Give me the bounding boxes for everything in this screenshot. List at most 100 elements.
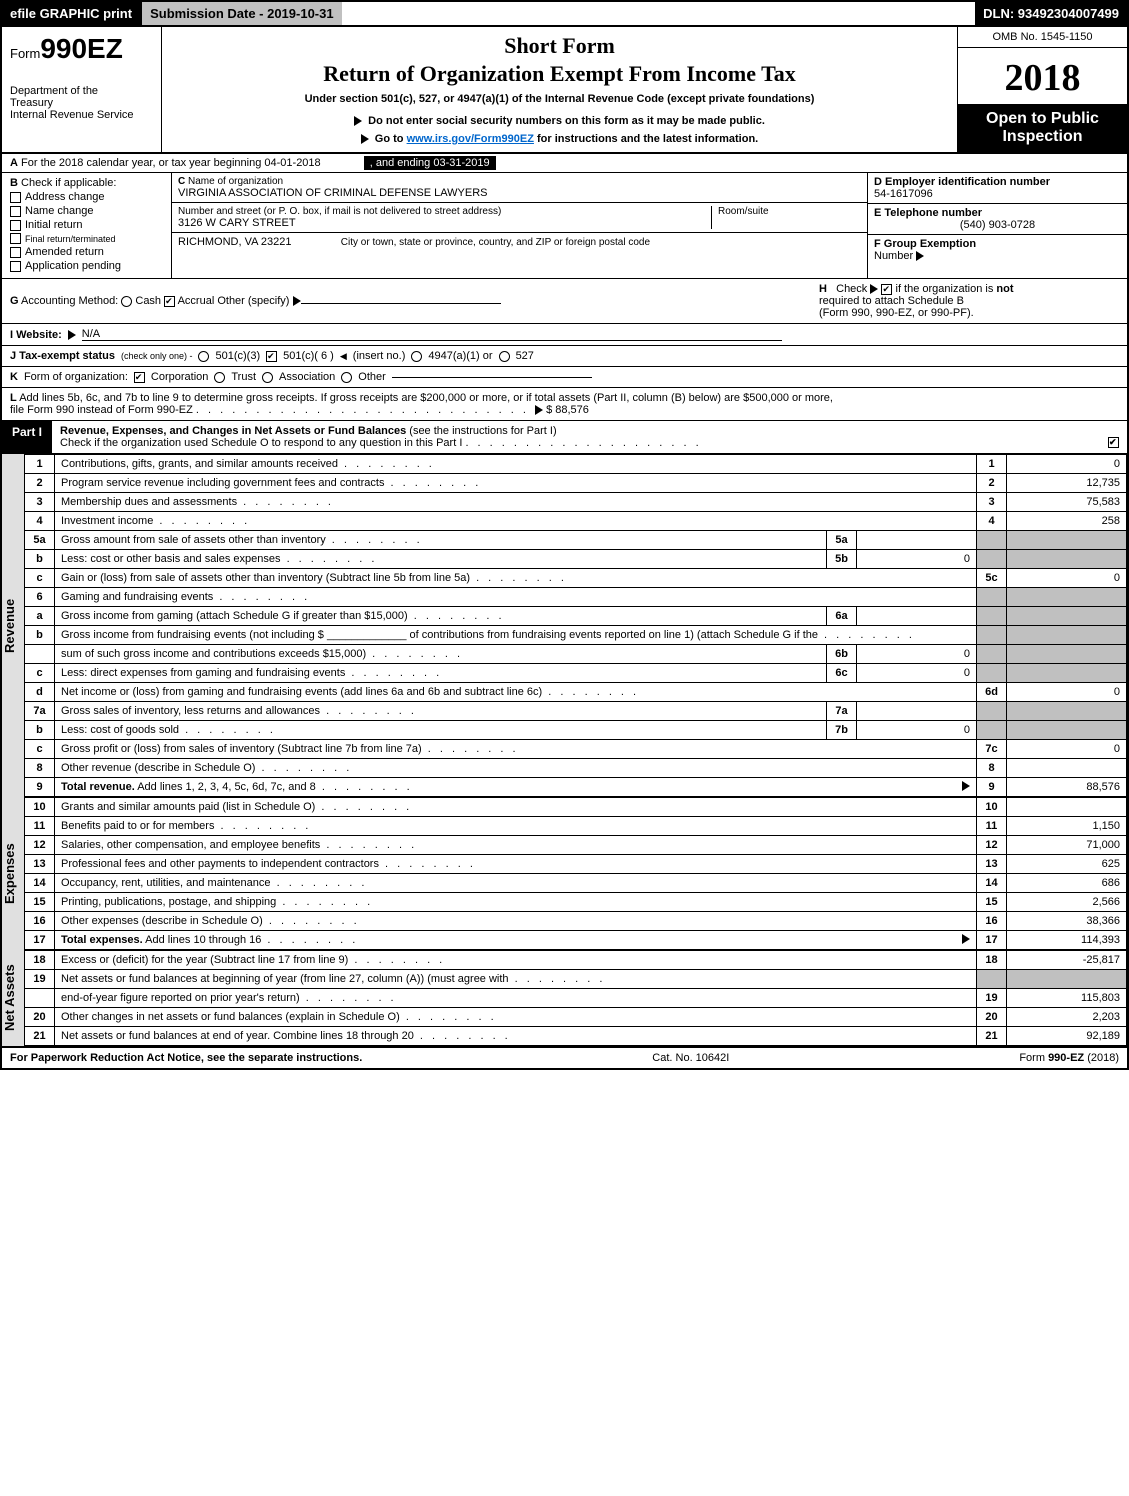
goto-link[interactable]: www.irs.gov/Form990EZ (407, 133, 534, 145)
table-row: 4Investment income . . . . . . . .4258 (25, 512, 1127, 531)
line-h-prefix: H (819, 283, 827, 295)
part-1-desc: Revenue, Expenses, and Changes in Net As… (52, 421, 1127, 453)
line-f-label2: Number (874, 250, 913, 262)
org-name: VIRGINIA ASSOCIATION OF CRIMINAL DEFENSE… (178, 187, 487, 199)
row-desc: Salaries, other compensation, and employ… (55, 836, 977, 855)
radio-corp[interactable] (134, 372, 145, 383)
row-number: d (25, 683, 55, 702)
opt-accrual: Accrual (178, 295, 215, 307)
right-row-value: 38,366 (1007, 912, 1127, 931)
dots: . . . . . . . . . . . . . . . . . . . . … (196, 404, 535, 416)
other-specify-input[interactable] (301, 303, 501, 304)
right-row-number: 18 (977, 951, 1007, 970)
line-h-text3: required to attach Schedule B (819, 295, 964, 307)
header-right: OMB No. 1545-1150 2018 Open to Public In… (957, 27, 1127, 152)
row-number: 8 (25, 759, 55, 778)
mid-row-value: 0 (857, 645, 977, 664)
header-center: Short Form Return of Organization Exempt… (162, 27, 957, 152)
shaded-cell (977, 970, 1007, 989)
row-desc: Total revenue. Add lines 1, 2, 3, 4, 5c,… (55, 778, 977, 797)
right-row-number: 6d (977, 683, 1007, 702)
row-desc: Program service revenue including govern… (55, 474, 977, 493)
open-to-public: Open to Public Inspection (958, 104, 1127, 152)
table-row: 21Net assets or fund balances at end of … (25, 1027, 1127, 1046)
mid-row-number: 6a (827, 607, 857, 626)
right-row-number: 9 (977, 778, 1007, 797)
efile-label: efile GRAPHIC print (2, 2, 140, 25)
dept-line1: Department of the (10, 85, 153, 97)
dots: . . . . . . . . (255, 762, 352, 774)
line-l-text2: file Form 990 instead of Form 990-EZ (10, 404, 193, 416)
checkbox-address-change[interactable] (10, 192, 21, 203)
footer-right: Form 990-EZ (2018) (1019, 1052, 1119, 1064)
opt-name-change: Name change (25, 205, 94, 217)
row-desc: Total expenses. Add lines 10 through 16 … (55, 931, 977, 950)
omb-number: OMB No. 1545-1150 (958, 27, 1127, 48)
opt-assoc: Association (279, 371, 335, 383)
checkbox-final-return[interactable] (10, 233, 21, 244)
dots: . . . . . . . . (348, 954, 445, 966)
checkbox-pending[interactable] (10, 261, 21, 272)
row-number: b (25, 721, 55, 740)
right-row-number: 21 (977, 1027, 1007, 1046)
irs-label: Internal Revenue Service (10, 109, 153, 121)
radio-accrual[interactable] (164, 296, 175, 307)
right-row-number: 5c (977, 569, 1007, 588)
row-desc: Occupancy, rent, utilities, and maintena… (55, 874, 977, 893)
row-number: 21 (25, 1027, 55, 1046)
row-desc: Grants and similar amounts paid (list in… (55, 798, 977, 817)
radio-other-org[interactable] (341, 372, 352, 383)
other-org-input[interactable] (392, 377, 592, 378)
checkbox-initial-return[interactable] (10, 220, 21, 231)
dots: . . . . . . . . (320, 705, 417, 717)
radio-assoc[interactable] (262, 372, 273, 383)
radio-cash[interactable] (121, 296, 132, 307)
ein-value: 54-1617096 (874, 188, 933, 200)
dots: . . . . . . . . (153, 515, 250, 527)
row-desc: Gaming and fundraising events . . . . . … (55, 588, 977, 607)
table-row: 6Gaming and fundraising events . . . . .… (25, 588, 1127, 607)
mid-row-number: 6b (827, 645, 857, 664)
line-h-check: Check (836, 283, 867, 295)
shaded-cell (1007, 970, 1127, 989)
checkbox-schedule-o[interactable] (1108, 437, 1119, 448)
line-i-prefix: I Website: (10, 329, 62, 341)
row-number: 16 (25, 912, 55, 931)
row-number: 6 (25, 588, 55, 607)
row-desc: Less: cost or other basis and sales expe… (55, 550, 827, 569)
part-1-label: Part I (2, 421, 52, 453)
line-a-prefix: A (10, 157, 18, 169)
line-a-ending: , and ending 03-31-2019 (364, 156, 496, 170)
org-info-grid: B Check if applicable: Address change Na… (0, 173, 1129, 279)
radio-501c3[interactable] (198, 351, 209, 362)
dots: . . . . . . . . (384, 477, 481, 489)
row-number: 5a (25, 531, 55, 550)
open-line1: Open to Public (962, 110, 1123, 128)
mid-row-number: 7b (827, 721, 857, 740)
shaded-cell (977, 664, 1007, 683)
radio-527[interactable] (499, 351, 510, 362)
arrow-icon (293, 296, 301, 306)
radio-trust[interactable] (214, 372, 225, 383)
dots: . . . . . . . . (400, 1011, 497, 1023)
footer-left: For Paperwork Reduction Act Notice, see … (10, 1052, 362, 1064)
right-row-value: 0 (1007, 569, 1127, 588)
dots: . . . . . . . . (300, 992, 397, 1004)
line-j-prefix: J Tax-exempt status (10, 350, 115, 362)
radio-501c[interactable] (266, 351, 277, 362)
dots: . . . . . . . . (542, 686, 639, 698)
table-row: 18Excess or (deficit) for the year (Subt… (25, 951, 1127, 970)
checkbox-schedule-b[interactable] (881, 284, 892, 295)
row-number: 15 (25, 893, 55, 912)
mid-row-value: 0 (857, 664, 977, 683)
row-desc: Professional fees and other payments to … (55, 855, 977, 874)
checkbox-amended[interactable] (10, 247, 21, 258)
checkbox-name-change[interactable] (10, 206, 21, 217)
radio-4947[interactable] (411, 351, 422, 362)
right-row-value: 258 (1007, 512, 1127, 531)
line-g-prefix: G (10, 295, 19, 307)
row-number: 4 (25, 512, 55, 531)
footer-center: Cat. No. 10642I (652, 1052, 729, 1064)
line-b: B Check if applicable: Address change Na… (2, 173, 172, 278)
right-row-number: 15 (977, 893, 1007, 912)
